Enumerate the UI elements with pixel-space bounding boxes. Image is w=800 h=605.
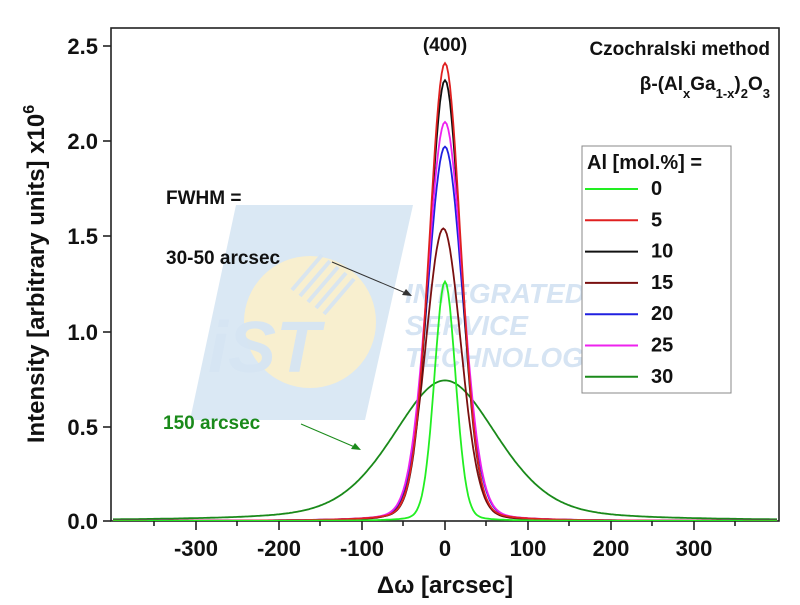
y-tick-label: 1.0 (67, 320, 98, 345)
x-tick-label: 0 (439, 536, 451, 561)
x-tick-label: 200 (593, 536, 630, 561)
legend-label: 10 (651, 241, 673, 263)
legend-label: 20 (651, 303, 673, 325)
arrow-head-icon (402, 289, 412, 296)
y-tick-label: 0.0 (67, 509, 98, 534)
y-axis-title-main: Intensity [arbitrary units] x10 (23, 114, 50, 443)
fwhm-label: FWHM = (166, 188, 241, 209)
x-axis-title: Δω [arcsec] (377, 572, 513, 599)
data-series (113, 61, 777, 521)
watermark-logo: iST (208, 308, 326, 388)
x-tick-label: 300 (676, 536, 713, 561)
x-tick-label: -300 (174, 536, 218, 561)
x-tick-label: -200 (257, 536, 301, 561)
legend-label: 5 (651, 209, 662, 231)
x-ticks (153, 521, 736, 530)
watermark-line-1: INTEGRATED (405, 278, 585, 309)
legend-box (581, 145, 732, 394)
legend-label: 30 (651, 366, 673, 388)
legend-label: 0 (651, 178, 662, 200)
legend-label: 15 (651, 272, 673, 294)
fwhm-narrow-arrow (331, 261, 409, 295)
x-tick-label: 100 (510, 536, 547, 561)
fwhm-wide-label: 150 arcsec (163, 413, 261, 434)
fwhm-narrow-label: 30-50 arcsec (166, 248, 281, 269)
x-tick-label: -100 (340, 536, 384, 561)
y-ticks (103, 45, 111, 522)
arrow-head-icon (351, 443, 361, 450)
chart-title: Czochralski method (589, 39, 770, 60)
y-tick-label: 0.5 (67, 415, 98, 440)
watermark-line-3: TECHNOLOGY (405, 342, 605, 373)
series-line-30 (113, 379, 777, 521)
legend-label: 25 (651, 335, 673, 357)
y-tick-label: 2.5 (67, 34, 98, 59)
fwhm-wide-arrow (300, 423, 358, 449)
y-axis-title: Intensity [arbitrary units] x106 (21, 105, 50, 443)
legend-title: Al [mol.%] = (587, 152, 702, 174)
reflection-label: (400) (423, 35, 467, 56)
legend: Al [mol.%] = 0 5 10 15 20 25 30 (581, 145, 732, 394)
y-tick-label: 1.5 (67, 224, 98, 249)
chart-subtitle: β-(AlxGa1-x)2O3 (640, 74, 770, 101)
y-tick-label: 2.0 (67, 129, 98, 154)
watermark: iST INTEGRATED SERVICE TECHNOLOGY (190, 205, 605, 420)
series-line-0 (113, 279, 777, 521)
